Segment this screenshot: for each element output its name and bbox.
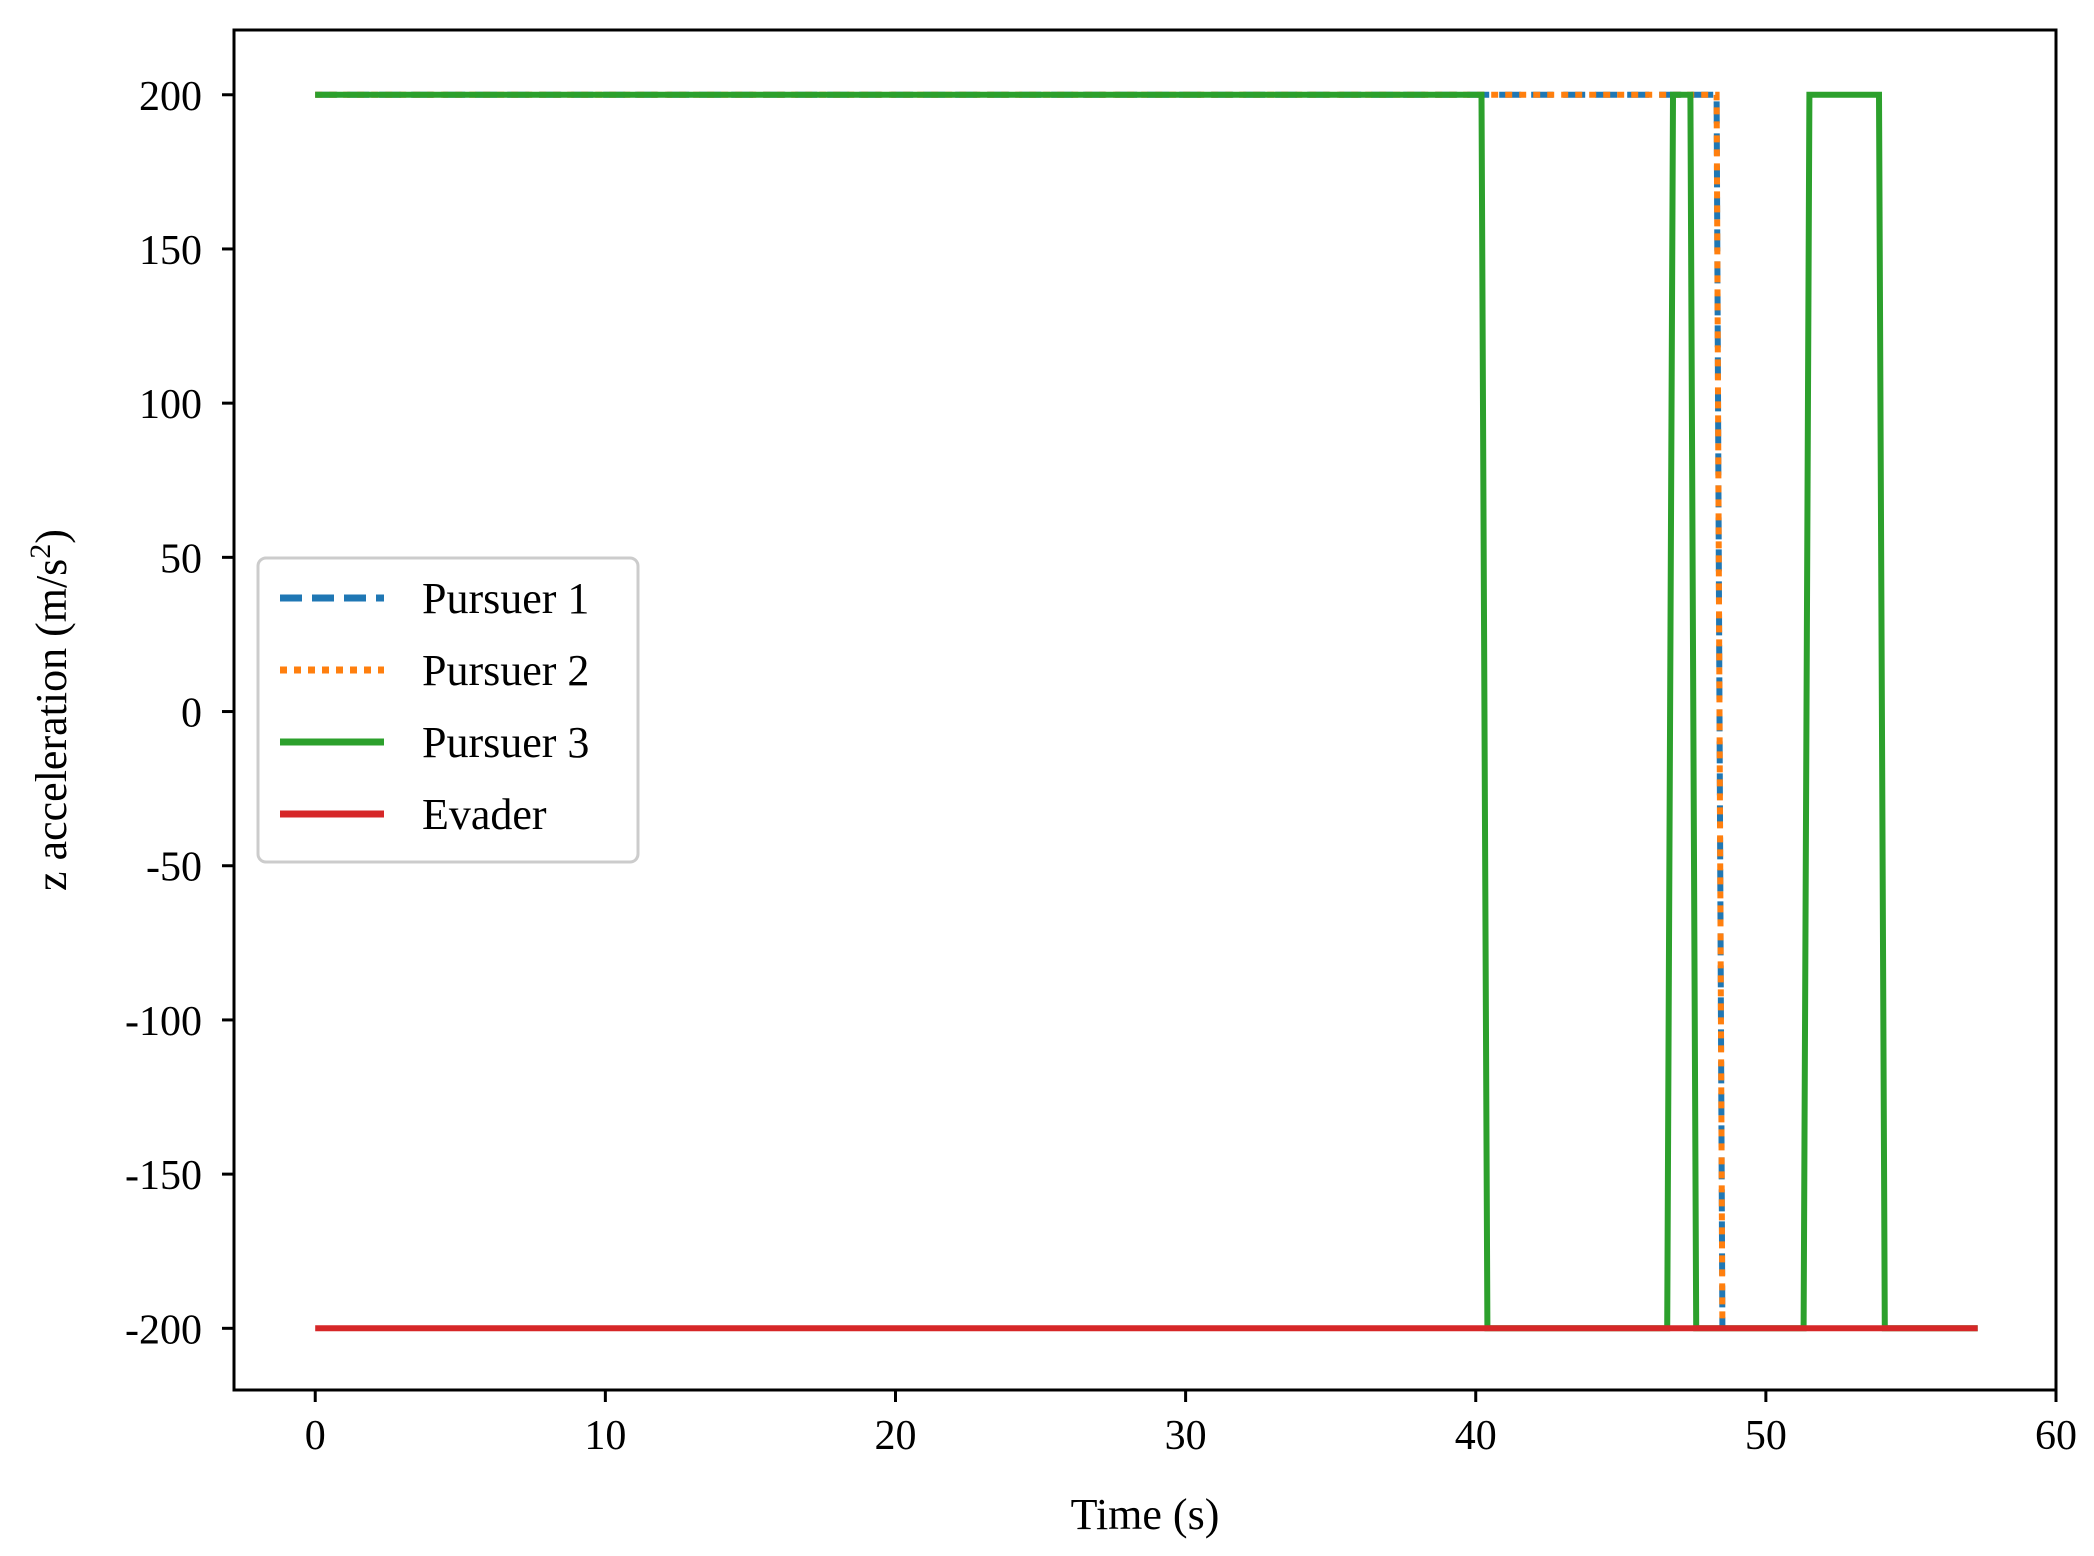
x-tick-label: 40 — [1455, 1413, 1497, 1459]
plot-frame — [232, 28, 2058, 1392]
y-tick-label: 100 — [139, 382, 202, 428]
y-axis-ticks: 200 150 100 50 0 -50 -100 -150 -200 — [125, 74, 234, 1353]
x-tick-label: 60 — [2035, 1413, 2077, 1459]
x-tick-label: 0 — [305, 1413, 326, 1459]
x-tick-label: 30 — [1165, 1413, 1207, 1459]
series-layer — [315, 91, 1978, 1332]
y-tick-label: 200 — [139, 74, 202, 120]
legend: Pursuer 1 Pursuer 2 Pursuer 3 Evader — [256, 556, 640, 864]
legend-entries: Pursuer 1 Pursuer 2 Pursuer 3 Evader — [280, 574, 589, 839]
y-tick-label: 0 — [181, 691, 202, 737]
legend-label-2: Pursuer 2 — [422, 646, 589, 695]
x-tick-label: 50 — [1745, 1413, 1787, 1459]
y-axis-label: z acceleration (m/s2) — [24, 529, 76, 891]
x-tick-label: 20 — [874, 1413, 916, 1459]
y-tick-label: 50 — [160, 536, 202, 582]
legend-label-1: Pursuer 1 — [422, 574, 589, 623]
y-axis-label-superscript: 2 — [24, 544, 57, 559]
series-line-3 — [315, 91, 1978, 1332]
y-tick-label: 150 — [139, 228, 202, 274]
x-tick-label: 10 — [584, 1413, 626, 1459]
legend-label-4: Evader — [422, 790, 547, 839]
series-line-2 — [315, 91, 1726, 1329]
legend-label-3: Pursuer 3 — [422, 718, 589, 767]
legend-box — [256, 556, 640, 864]
y-axis-label-main: z acceleration (m/s — [27, 559, 76, 891]
y-tick-label: -150 — [125, 1153, 202, 1199]
y-axis-label-close: ) — [27, 529, 76, 544]
y-tick-label: -200 — [125, 1307, 202, 1353]
x-axis-ticks: 0 10 20 30 40 50 60 — [305, 1390, 2077, 1459]
y-tick-label: -100 — [125, 999, 202, 1045]
x-axis-label: Time (s) — [1071, 1490, 1220, 1539]
y-tick-label: -50 — [146, 845, 202, 891]
